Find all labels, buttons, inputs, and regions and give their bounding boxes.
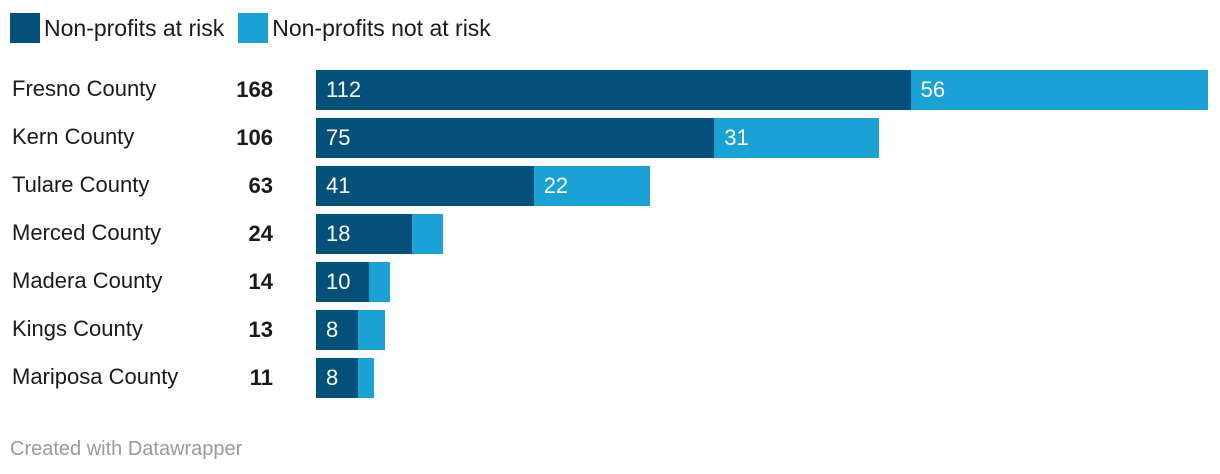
bar-value-label: 18 bbox=[326, 221, 351, 246]
bar-segment-not-at-risk: 56 bbox=[910, 70, 1208, 110]
bar-segment-not-at-risk bbox=[358, 310, 386, 350]
bar-segment-not-at-risk: 31 bbox=[714, 118, 879, 158]
total-label: 63 bbox=[248, 173, 273, 198]
bar-segment-not-at-risk bbox=[411, 214, 444, 254]
legend-swatch bbox=[238, 13, 269, 43]
bar-value-label: 75 bbox=[326, 125, 351, 150]
legend-item-not-at-risk: Non-profits not at risk bbox=[238, 13, 491, 43]
category-label: Tulare County bbox=[12, 172, 150, 197]
bar-value-label: 8 bbox=[326, 317, 339, 342]
bar-segment-at-risk: 10 bbox=[316, 262, 370, 302]
bar-row: Kings County 13 8 bbox=[0, 310, 1220, 350]
legend-item-at-risk: Non-profits at risk bbox=[10, 13, 224, 43]
legend-label: Non-profits not at risk bbox=[272, 14, 491, 41]
bar-row: Merced County 24 18 bbox=[0, 214, 1220, 254]
legend-label: Non-profits at risk bbox=[44, 14, 225, 41]
bar-segment-at-risk: 8 bbox=[316, 310, 359, 350]
legend-swatch bbox=[10, 13, 40, 43]
total-label: 106 bbox=[236, 125, 273, 150]
total-label: 168 bbox=[236, 77, 273, 102]
bar-segment-not-at-risk: 22 bbox=[533, 166, 651, 206]
category-label: Madera County bbox=[12, 268, 163, 293]
category-label: Kern County bbox=[12, 124, 135, 149]
bar-segment-at-risk: 112 bbox=[316, 70, 911, 110]
legend: Non-profits at risk Non-profits not at ri… bbox=[10, 12, 505, 44]
bar-segment-not-at-risk bbox=[369, 262, 391, 302]
total-label: 11 bbox=[249, 365, 273, 390]
bar-row: Madera County 14 10 bbox=[0, 262, 1220, 302]
stacked-bar-chart: Fresno County 168 112 56 Kern County 106 75 31 T… bbox=[0, 70, 1220, 410]
bar-row: Kern County 106 75 31 bbox=[0, 118, 1220, 158]
bar-value-label: 31 bbox=[724, 125, 749, 150]
bar-segment-at-risk: 8 bbox=[316, 358, 359, 398]
bar-value-label: 112 bbox=[326, 77, 362, 102]
bar-value-label: 56 bbox=[920, 77, 946, 102]
bar-row: Mariposa County 11 8 bbox=[0, 358, 1220, 398]
total-label: 14 bbox=[248, 269, 273, 294]
bar-segment-at-risk: 75 bbox=[316, 118, 715, 158]
category-label: Merced County bbox=[12, 220, 162, 245]
total-label: 24 bbox=[248, 221, 273, 246]
total-label: 13 bbox=[248, 317, 273, 342]
bar-value-label: 22 bbox=[543, 173, 569, 198]
bar-value-label: 8 bbox=[326, 365, 339, 390]
bar-segment-at-risk: 41 bbox=[316, 166, 534, 206]
category-label: Mariposa County bbox=[12, 364, 179, 389]
footer-credit: Created with Datawrapper bbox=[10, 438, 243, 460]
bar-segment-at-risk: 18 bbox=[316, 214, 412, 254]
bar-value-label: 41 bbox=[326, 173, 351, 198]
category-label: Fresno County bbox=[12, 76, 157, 101]
bar-row: Fresno County 168 112 56 bbox=[0, 70, 1220, 110]
category-label: Kings County bbox=[12, 316, 143, 341]
bar-value-label: 10 bbox=[326, 269, 351, 294]
bar-segment-not-at-risk bbox=[358, 358, 375, 398]
bar-row: Tulare County 63 41 22 bbox=[0, 166, 1220, 206]
